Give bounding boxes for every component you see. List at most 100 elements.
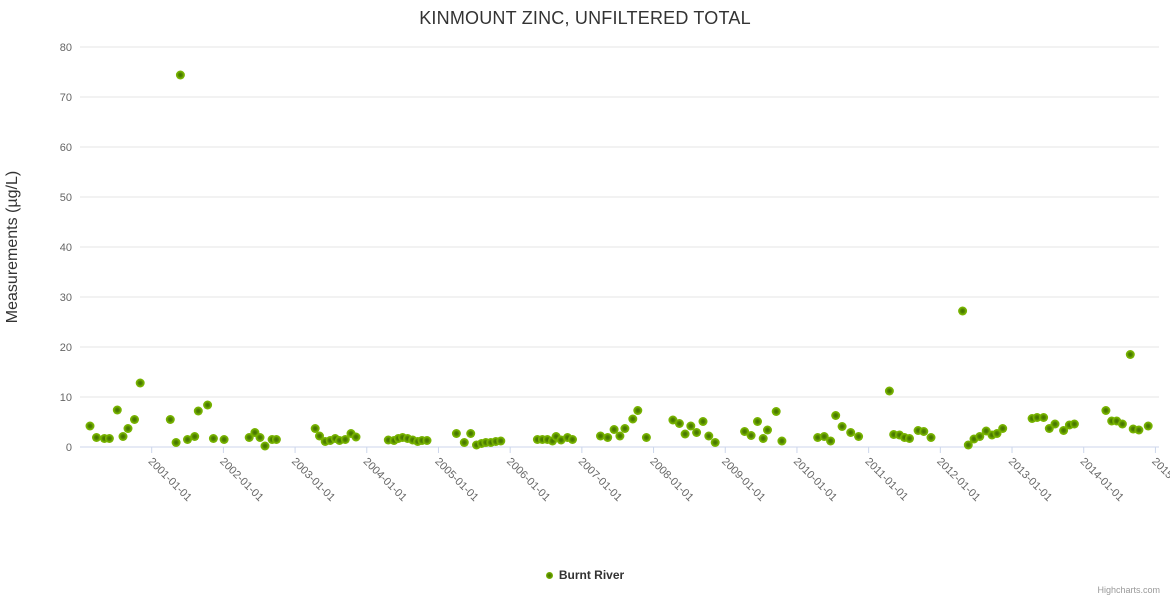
- data-point[interactable]: [1039, 413, 1049, 422]
- data-point[interactable]: [763, 425, 772, 435]
- data-point[interactable]: [615, 431, 625, 441]
- data-point[interactable]: [351, 432, 361, 442]
- x-axis-labels: 2001-01-01 2002-01-01 2003-01-01 2004-01-01…: [146, 456, 1170, 504]
- y-axis-tick-label: 50: [60, 192, 72, 204]
- data-point[interactable]: [698, 417, 708, 426]
- data-point[interactable]: [837, 422, 847, 431]
- data-point[interactable]: [135, 378, 145, 388]
- data-point[interactable]: [340, 435, 350, 444]
- data-point[interactable]: [819, 432, 829, 441]
- data-point[interactable]: [975, 432, 985, 441]
- legend-marker-icon: [545, 571, 553, 579]
- highcharts-credits-link[interactable]: Highcharts.com: [1097, 585, 1160, 595]
- data-point[interactable]: [219, 435, 229, 444]
- data-point[interactable]: [674, 419, 684, 428]
- data-point[interactable]: [620, 424, 630, 433]
- data-point[interactable]: [854, 432, 864, 441]
- data-point[interactable]: [175, 70, 185, 80]
- x-axis-tick-label: 2006-01-01: [504, 456, 552, 504]
- legend-label: Burnt River: [558, 568, 625, 582]
- data-point[interactable]: [203, 400, 213, 410]
- x-axis-tick-label: 2001-01-01: [146, 456, 194, 504]
- data-point[interactable]: [919, 427, 929, 436]
- x-axis-tick-label: 2015-01-01: [1149, 456, 1170, 504]
- data-point[interactable]: [710, 438, 720, 447]
- data-point[interactable]: [568, 435, 577, 444]
- data-point[interactable]: [193, 406, 203, 416]
- y-axis-tick-label: 0: [66, 442, 72, 454]
- data-point[interactable]: [171, 438, 181, 447]
- data-point[interactable]: [466, 429, 476, 438]
- data-point[interactable]: [123, 424, 133, 433]
- data-point[interactable]: [1101, 406, 1111, 415]
- data-point[interactable]: [1032, 413, 1042, 422]
- data-point[interactable]: [422, 436, 432, 445]
- x-axis-tick-label: 2009-01-01: [719, 456, 767, 504]
- data-point[interactable]: [92, 433, 101, 442]
- data-point[interactable]: [596, 431, 605, 441]
- x-axis-tick-label: 2003-01-01: [289, 456, 337, 504]
- data-point[interactable]: [255, 433, 265, 442]
- data-point[interactable]: [758, 434, 768, 443]
- data-point[interactable]: [633, 406, 643, 415]
- data-point[interactable]: [746, 431, 756, 440]
- data-point[interactable]: [1117, 419, 1127, 429]
- data-point[interactable]: [753, 417, 762, 426]
- data-point[interactable]: [771, 407, 781, 416]
- data-point[interactable]: [1143, 421, 1153, 431]
- data-point[interactable]: [310, 424, 320, 433]
- x-axis-tick-label: 2007-01-01: [576, 456, 624, 504]
- data-point[interactable]: [496, 436, 506, 446]
- legend-item-burnt-river[interactable]: Burnt River: [0, 568, 1170, 582]
- y-axis-tick-label: 60: [60, 142, 72, 154]
- data-point[interactable]: [680, 429, 690, 439]
- data-point[interactable]: [118, 432, 128, 441]
- data-point[interactable]: [609, 425, 619, 434]
- data-point[interactable]: [628, 414, 638, 424]
- data-point[interactable]: [692, 428, 702, 437]
- y-axis-tick-label: 30: [60, 292, 72, 304]
- data-point[interactable]: [831, 411, 841, 420]
- data-point[interactable]: [1069, 419, 1079, 429]
- data-point[interactable]: [704, 431, 714, 441]
- data-point[interactable]: [1125, 350, 1135, 359]
- data-point[interactable]: [777, 436, 787, 446]
- data-point[interactable]: [130, 415, 139, 424]
- data-point[interactable]: [315, 431, 324, 441]
- data-point[interactable]: [998, 424, 1008, 433]
- x-axis-tick-label: 2008-01-01: [647, 456, 695, 504]
- x-axis-tick-label: 2004-01-01: [361, 456, 409, 504]
- data-point[interactable]: [165, 415, 175, 424]
- data-point[interactable]: [1059, 426, 1069, 435]
- y-axis-title: Measurements (µg/L): [4, 170, 21, 324]
- y-axis-labels: 0 10 20 30 40 50 60 70 80: [60, 42, 72, 454]
- x-axis-tick-label: 2002-01-01: [217, 456, 265, 504]
- data-point[interactable]: [926, 433, 936, 442]
- data-point[interactable]: [190, 432, 200, 441]
- data-point[interactable]: [884, 386, 894, 396]
- data-point[interactable]: [1050, 419, 1060, 429]
- data-point[interactable]: [183, 435, 192, 444]
- data-point[interactable]: [1134, 425, 1144, 435]
- data-point[interactable]: [459, 438, 469, 447]
- data-point[interactable]: [826, 436, 836, 446]
- data-point[interactable]: [846, 428, 856, 437]
- x-axis-tick-label: 2011-01-01: [863, 456, 911, 504]
- data-point[interactable]: [958, 306, 968, 316]
- data-point[interactable]: [104, 434, 114, 443]
- data-point[interactable]: [641, 433, 651, 442]
- data-point[interactable]: [740, 427, 750, 436]
- y-axis-tick-label: 40: [60, 242, 72, 254]
- data-point[interactable]: [208, 434, 218, 443]
- data-point[interactable]: [260, 441, 270, 451]
- data-point[interactable]: [451, 429, 461, 438]
- data-point[interactable]: [905, 434, 914, 443]
- data-point[interactable]: [112, 405, 122, 415]
- x-axis-tick-label: 2012-01-01: [934, 456, 982, 504]
- data-point[interactable]: [603, 433, 613, 442]
- data-point[interactable]: [686, 421, 696, 431]
- data-point[interactable]: [271, 435, 281, 444]
- data-point[interactable]: [963, 440, 973, 450]
- data-point[interactable]: [85, 421, 95, 431]
